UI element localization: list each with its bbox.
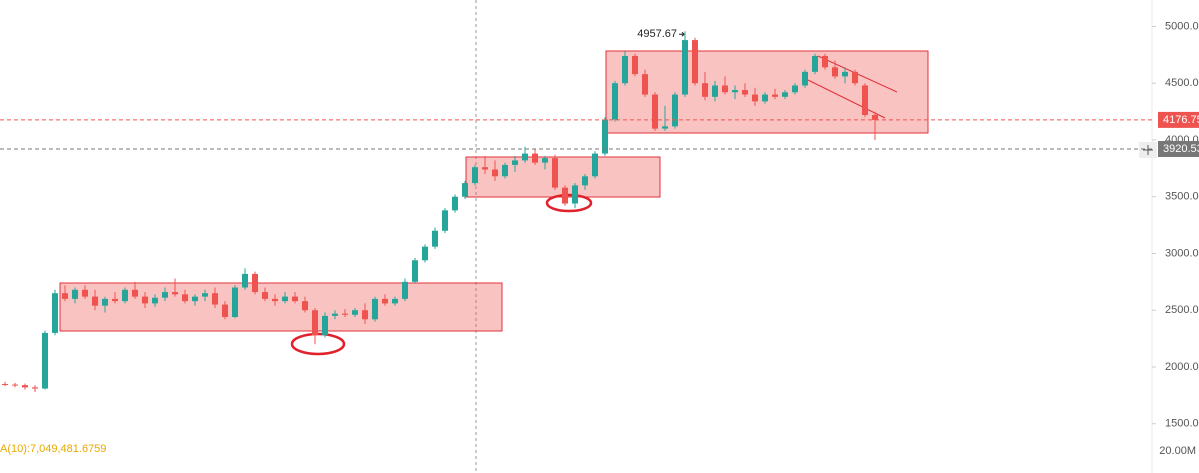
crosshair-button[interactable]	[1139, 142, 1157, 158]
y-tick-label: 2000.00	[1165, 361, 1199, 373]
high-marker-label: 4957.67	[637, 28, 677, 40]
y-tick-label: 3000.00	[1165, 247, 1199, 259]
trend-line	[807, 79, 886, 119]
price-tag-label: 3920.53	[1163, 143, 1199, 155]
volume-scale-label: 20.00M	[1159, 445, 1196, 457]
y-tick-label: 3500.00	[1165, 191, 1199, 203]
plus-icon	[1143, 145, 1153, 155]
annotations	[59, 50, 929, 356]
highlight-ellipse	[545, 193, 593, 213]
y-tick-label: 1500.00	[1165, 418, 1199, 430]
price-tag-label: 4176.75	[1163, 114, 1199, 126]
y-tick-label: 4500.00	[1165, 77, 1199, 89]
price-tag	[1158, 111, 1199, 128]
y-tick-label: 5000.00	[1165, 20, 1199, 32]
high-marker-arrow	[679, 31, 685, 37]
price-tag	[1158, 140, 1199, 157]
highlight-ellipse	[290, 332, 346, 356]
volume-ma-label: A(10):7,049,481.6759	[0, 443, 106, 455]
y-tick-label: 2500.00	[1165, 304, 1199, 316]
